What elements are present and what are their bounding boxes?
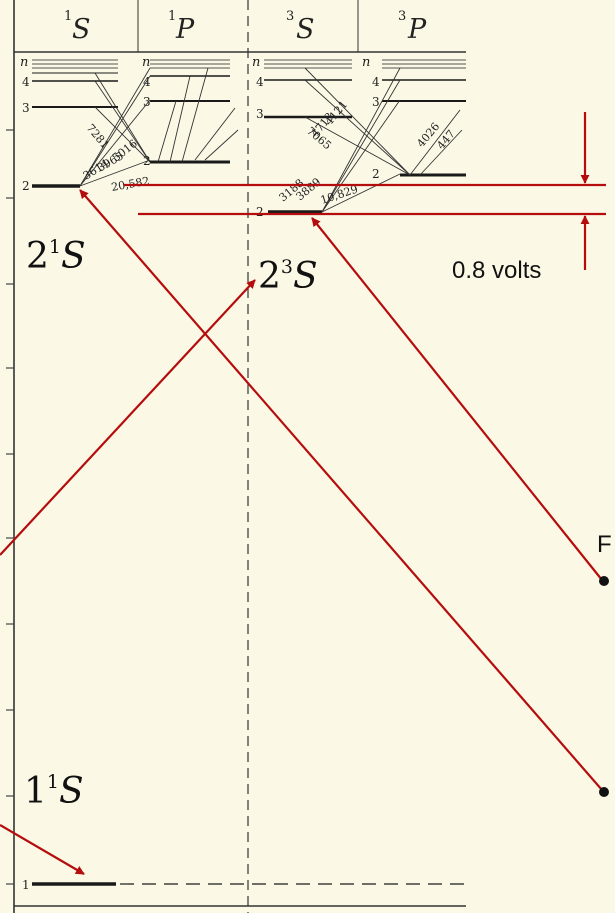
transition-lines [79,67,463,213]
bullets [599,576,609,797]
annotation-lines [0,112,606,875]
header-s3-sup: 3 [286,9,294,24]
pointer-2-1s-level [79,189,603,791]
state-labels: 21S 23S 11S [24,236,318,812]
svg-text:4: 4 [372,75,380,89]
svg-text:7281: 7281 [84,122,112,152]
svg-text:3: 3 [22,101,30,115]
pointer-2-3s-label [0,279,256,556]
state-label-2-3s: 23S [258,256,318,297]
axis-ticks [6,129,14,885]
partial-text: F [597,531,612,558]
n-label-p3: n [362,55,370,70]
pointer-2-3s-level [311,217,603,581]
pointer-1-1s-level [0,824,85,875]
n-labels: n n n n [20,55,370,70]
n-label-s1: n [20,55,28,70]
header-p1-sup: 1 [168,9,176,24]
n-label-p1: n [142,55,150,70]
bullet-1 [599,576,609,586]
svg-text:4: 4 [256,75,264,89]
svg-text:2: 2 [372,167,380,181]
header-p3-sup: 3 [398,9,406,24]
header-p3-letter: P [407,14,427,45]
svg-text:3: 3 [372,95,380,109]
n-label-s3: n [252,55,260,70]
header-s1-letter: S [72,14,91,45]
header-s1-sup: 1 [64,9,72,24]
svg-text:2: 2 [22,179,30,193]
svg-text:1: 1 [22,878,30,892]
svg-text:4: 4 [22,75,30,89]
svg-text:4: 4 [143,75,151,89]
column-headers: 1 S 1 P 3 S 3 P [64,9,427,45]
gap-label: 0.8 volts [452,257,541,284]
svg-text:3: 3 [256,107,264,121]
state-label-2-1s: 21S [26,236,86,277]
diagram-frame [13,0,466,913]
header-p1-letter: P [175,14,195,45]
bullet-2 [599,787,609,797]
state-label-1-1s: 11S [24,771,84,812]
header-s3-letter: S [296,14,315,45]
svg-text:2: 2 [256,205,264,219]
svg-text:3: 3 [143,95,151,109]
energy-levels [32,59,466,886]
wavelength-labels: 7281 3614 3965 5016 20,582 7065 4713 412… [81,98,458,207]
